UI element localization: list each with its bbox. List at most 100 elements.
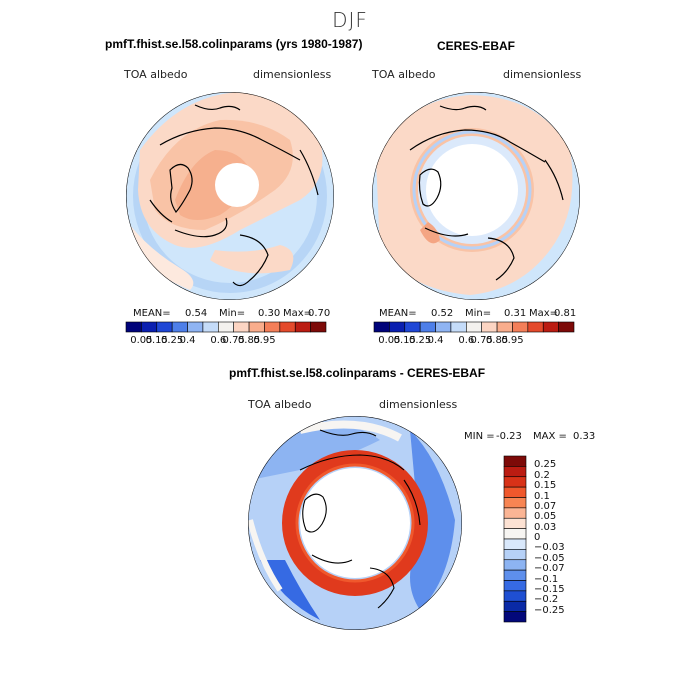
polar-map-model bbox=[126, 92, 334, 300]
colorbar-tick-label: −0.05 bbox=[534, 552, 565, 564]
diff-min-label: MIN = bbox=[464, 431, 495, 442]
panel-title-diff: pmfT.fhist.se.l58.colinparams - CERES-EB… bbox=[229, 366, 486, 380]
colorbar-swatch bbox=[503, 559, 527, 571]
mean-label: MEAN= bbox=[133, 308, 171, 319]
colorbar-swatch bbox=[503, 600, 527, 612]
colorbar-swatch bbox=[512, 321, 529, 333]
colorbar-swatch bbox=[503, 507, 527, 519]
colorbar-swatch bbox=[503, 569, 527, 581]
colorbar-swatch bbox=[373, 321, 390, 333]
colorbar-tick-label: 0.4 bbox=[179, 335, 196, 346]
colorbar-swatch bbox=[187, 321, 204, 333]
colorbar-swatch bbox=[450, 321, 467, 333]
colorbar-swatch bbox=[466, 321, 482, 333]
units-label-model: dimensionless bbox=[253, 68, 332, 81]
colorbar-tick-label: 0.15 bbox=[534, 480, 557, 492]
min-label: Min= bbox=[219, 308, 246, 319]
figure-title: DJF bbox=[332, 8, 368, 32]
colorbar-swatch bbox=[218, 321, 234, 333]
max-label: Max= bbox=[283, 308, 313, 319]
min-label: Min= bbox=[465, 308, 492, 319]
colorbar-tick-label: 0.75 bbox=[222, 335, 245, 346]
colorbar-obs bbox=[373, 321, 575, 333]
max-label: Max= bbox=[529, 308, 559, 319]
colorbar-swatch bbox=[171, 321, 188, 333]
panel-title-obs: CERES-EBAF bbox=[437, 39, 516, 53]
polar-map-obs bbox=[372, 92, 580, 300]
colorbar-tick-label: −0.07 bbox=[534, 563, 565, 575]
colorbar-swatch bbox=[141, 321, 158, 333]
colorbar-tick-label: 0.15 bbox=[393, 335, 416, 346]
colorbar-swatch bbox=[503, 549, 527, 561]
diff-max-label: MAX = bbox=[533, 431, 567, 442]
colorbar-swatch bbox=[503, 611, 527, 623]
colorbar-tick-label: 0.95 bbox=[501, 335, 524, 346]
colorbar-swatch bbox=[503, 466, 527, 478]
colorbar-swatch bbox=[558, 321, 575, 333]
colorbar-swatch bbox=[503, 476, 527, 488]
colorbar-swatch bbox=[503, 590, 527, 602]
colorbar-tick-label: 0 bbox=[534, 532, 541, 543]
min-value: 0.30 bbox=[258, 308, 281, 319]
mean-label: MEAN= bbox=[379, 308, 417, 319]
colorbar-tick-label: −0.15 bbox=[534, 583, 565, 595]
colorbar-swatch bbox=[310, 321, 327, 333]
colorbar-swatch bbox=[481, 321, 498, 333]
colorbar-swatch bbox=[503, 497, 527, 509]
variable-label-diff: TOA albedo bbox=[248, 398, 312, 411]
colorbar-swatch bbox=[279, 321, 296, 333]
colorbar-tick-label: 0.05 bbox=[130, 335, 153, 346]
colorbar-swatch bbox=[435, 321, 452, 333]
max-value: 0.81 bbox=[554, 308, 577, 319]
colorbar-tick-label: 0.25 bbox=[161, 335, 184, 346]
colorbar-swatch bbox=[503, 538, 527, 550]
colorbar-tick-label: 0.2 bbox=[534, 469, 550, 481]
colorbar-tick-label: 0.03 bbox=[534, 521, 557, 533]
colorbar-swatch bbox=[156, 321, 173, 333]
colorbar-tick-label: 0.05 bbox=[378, 335, 401, 346]
colorbar-tick-label: 0.25 bbox=[409, 335, 432, 346]
colorbar-tick-label: 0.85 bbox=[237, 335, 261, 346]
polar-map-diff bbox=[248, 416, 462, 630]
min-value: 0.31 bbox=[504, 308, 527, 319]
diff-min-value: -0.23 bbox=[496, 431, 522, 442]
mean-value: 0.52 bbox=[431, 308, 454, 319]
colorbar-tick-label: −0.03 bbox=[534, 542, 565, 554]
units-label-diff: dimensionless bbox=[379, 398, 458, 411]
colorbar-swatch bbox=[404, 321, 421, 333]
variable-label-obs: TOA albedo bbox=[372, 68, 436, 81]
colorbar-swatch bbox=[496, 321, 513, 333]
colorbar-swatch bbox=[419, 321, 436, 333]
colorbar-tick-label: −0.25 bbox=[534, 604, 565, 616]
mean-value: 0.54 bbox=[185, 308, 208, 319]
colorbar-swatch bbox=[503, 580, 527, 592]
colorbar-swatch bbox=[503, 528, 527, 540]
colorbar-tick-label: 0.6 bbox=[210, 335, 227, 346]
colorbar-tick-label: −0.1 bbox=[534, 573, 559, 585]
max-value: 0.70 bbox=[308, 308, 331, 319]
colorbar-tick-label: 0.15 bbox=[145, 335, 168, 346]
colorbar-tick-label: 0.95 bbox=[253, 335, 276, 346]
colorbar-swatch bbox=[294, 321, 311, 333]
diff-max-value: 0.33 bbox=[573, 431, 596, 442]
colorbar-tick-label: −0.2 bbox=[534, 594, 559, 606]
colorbar-swatch bbox=[542, 321, 559, 333]
colorbar-diff bbox=[503, 455, 527, 623]
panel-title-model: pmfT.fhist.se.l58.colinparams (yrs 1980-… bbox=[105, 37, 363, 51]
colorbar-tick-label: 0.05 bbox=[534, 511, 557, 523]
colorbar-tick-label: 0.75 bbox=[470, 335, 493, 346]
colorbar-swatch bbox=[202, 321, 219, 333]
colorbar-swatch bbox=[248, 321, 265, 333]
colorbar-model bbox=[125, 321, 327, 333]
colorbar-swatch bbox=[503, 455, 527, 467]
colorbar-swatch bbox=[503, 517, 527, 529]
variable-label-model: TOA albedo bbox=[124, 68, 188, 81]
colorbar-swatch bbox=[125, 321, 142, 333]
colorbar-swatch bbox=[389, 321, 406, 333]
colorbar-tick-label: 0.85 bbox=[485, 335, 509, 346]
colorbar-swatch bbox=[503, 486, 527, 498]
colorbar-tick-label: 0.6 bbox=[458, 335, 475, 346]
colorbar-swatch bbox=[527, 321, 544, 333]
colorbar-tick-label: 0.1 bbox=[534, 490, 550, 502]
units-label-obs: dimensionless bbox=[503, 68, 582, 81]
